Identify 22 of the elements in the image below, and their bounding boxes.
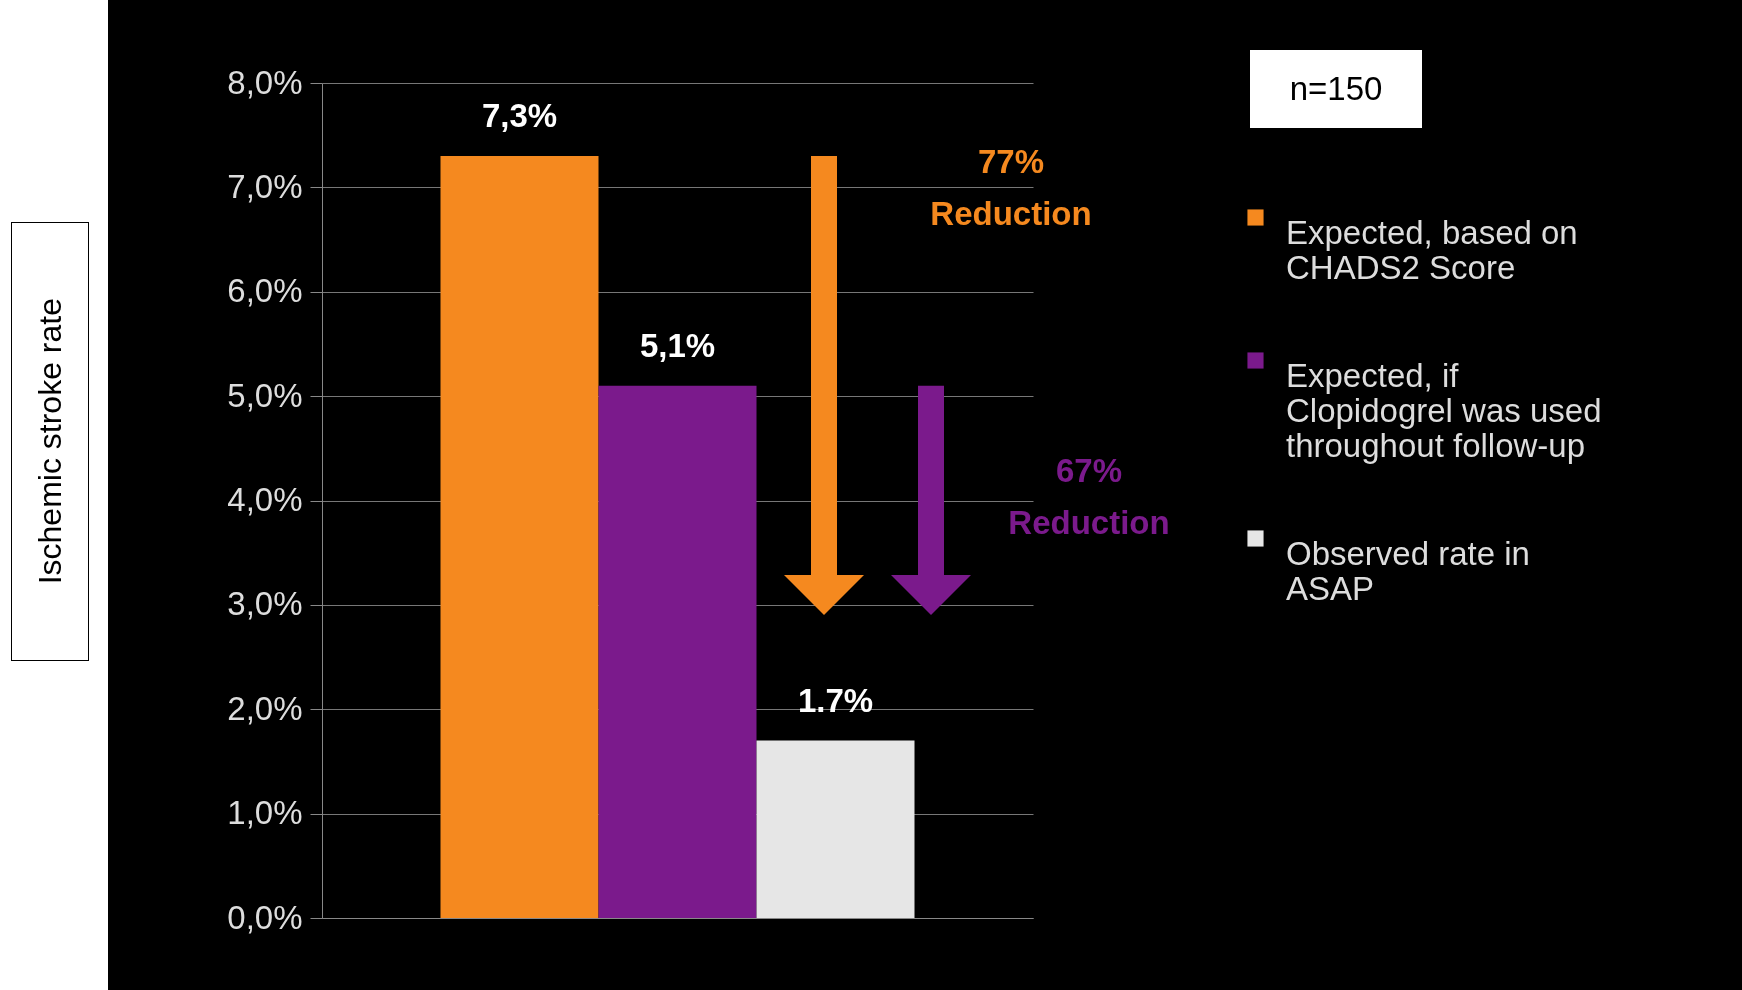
bar xyxy=(440,156,599,918)
data-label: 7,3% xyxy=(481,97,558,135)
annotation: 77% Reduction xyxy=(929,142,1093,234)
y-tick-label: 8,0% xyxy=(227,63,303,101)
y-tick-label: 6,0% xyxy=(227,272,303,310)
legend-label: Expected, based on CHADS2 Score xyxy=(1286,213,1578,286)
y-tick-label: 1,0% xyxy=(227,794,303,832)
y-axis-title: Ischemic stroke rate xyxy=(31,298,69,585)
y-tick-label: 2,0% xyxy=(227,689,303,727)
annotation: 67% Reduction xyxy=(1007,451,1171,543)
text: n=150 xyxy=(1250,50,1422,128)
y-tick-label: 7,0% xyxy=(227,167,303,205)
y-tick-label: 3,0% xyxy=(227,585,303,623)
data-label: 1.7% xyxy=(797,681,874,719)
bar xyxy=(598,385,757,918)
y-tick-label: 0,0% xyxy=(227,898,303,936)
legend-label: Observed rate in ASAP xyxy=(1286,534,1530,607)
legend-label: Expected, if Clopidogrel was used throughout follow-up xyxy=(1286,356,1602,464)
y-tick-label: 4,0% xyxy=(227,481,303,518)
y-tick-label: 5,0% xyxy=(227,376,303,414)
bar xyxy=(756,740,915,918)
data-label: 5,1% xyxy=(639,326,716,364)
